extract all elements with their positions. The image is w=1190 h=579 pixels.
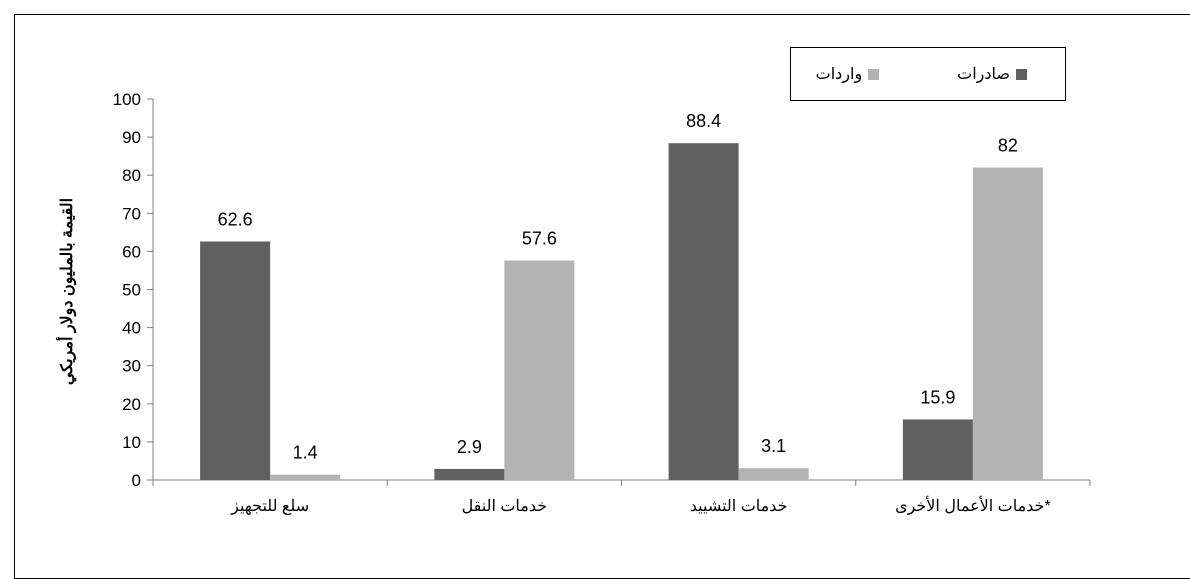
bar-exports: [200, 241, 271, 480]
legend: صادرات واردات: [790, 47, 1066, 101]
bar-imports: [270, 474, 341, 480]
legend-item-imports: واردات: [816, 64, 880, 84]
category-label: سلع للتجهيز: [230, 498, 309, 515]
y-tick-label: 10: [122, 433, 141, 452]
category-label: خدمات النقل: [462, 498, 548, 515]
y-tick-label: 80: [122, 166, 141, 185]
legend-item-exports: صادرات: [957, 64, 1027, 84]
legend-swatch-exports: [1016, 68, 1027, 80]
legend-label-exports: صادرات: [957, 66, 1010, 83]
y-tick-label: 40: [122, 319, 141, 338]
y-tick-label: 60: [122, 242, 141, 261]
bar-imports: [738, 468, 809, 480]
bar-imports: [504, 260, 575, 480]
y-tick-label: 0: [132, 471, 141, 490]
data-label: 62.6: [218, 209, 253, 229]
y-tick-label: 30: [122, 357, 141, 376]
bar-exports: [668, 143, 739, 481]
y-tick-label: 20: [122, 395, 141, 414]
y-tick-label: 50: [122, 281, 141, 300]
bar-chart: 0 10 20 30 40 50 60 70 80 90 100 القيمة بالمليون دو…: [55, 90, 1091, 515]
legend-label-imports: واردات: [815, 66, 863, 83]
y-tick-label: 90: [122, 128, 141, 147]
bar-exports: [902, 419, 973, 480]
y-tick-label: 100: [113, 90, 141, 109]
bar-exports: [434, 468, 505, 480]
data-label: 82: [998, 136, 1018, 156]
category-label: خدمات الأعمال الأخرى*: [895, 496, 1051, 515]
y-axis-title: القيمة بالمليون دولار أمريكي: [55, 198, 77, 385]
category-label: خدمات التشييد: [690, 498, 788, 515]
data-label: 1.4: [293, 443, 318, 463]
legend-swatch-imports: [868, 68, 880, 80]
y-tick-label: 70: [122, 204, 141, 223]
data-label: 15.9: [920, 387, 955, 407]
bar-imports: [972, 167, 1043, 480]
data-label: 2.9: [457, 437, 482, 457]
data-label: 88.4: [686, 111, 721, 131]
data-label: 3.1: [761, 436, 786, 456]
data-label: 57.6: [522, 229, 557, 249]
